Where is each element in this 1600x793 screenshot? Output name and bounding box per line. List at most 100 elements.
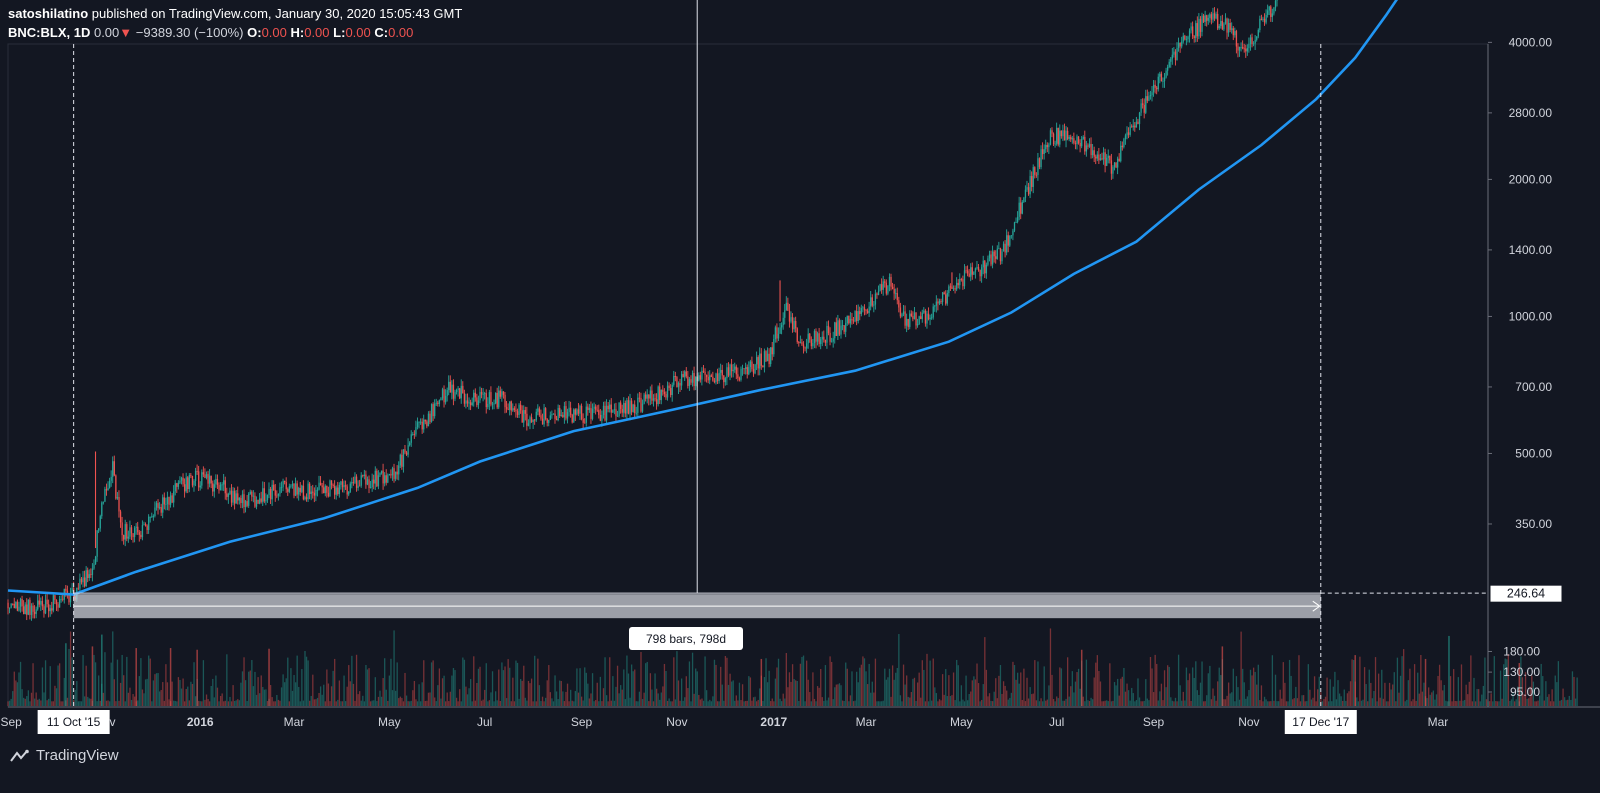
candle-body xyxy=(799,342,802,344)
volume-bar xyxy=(1363,667,1366,706)
candle-body xyxy=(1149,94,1152,97)
volume-bar xyxy=(1243,682,1245,706)
volume-bar xyxy=(104,652,106,706)
volume-bar xyxy=(1295,686,1297,706)
volume-bar xyxy=(704,656,706,706)
volume-bar xyxy=(459,689,461,706)
volume-bar xyxy=(412,690,414,706)
volume-bar xyxy=(1438,664,1441,706)
volume-bar xyxy=(596,682,598,706)
volume-bar xyxy=(240,682,242,706)
low-value: 0.00 xyxy=(345,25,371,40)
candle-body xyxy=(412,434,414,435)
volume-bar xyxy=(430,662,433,706)
candle-body xyxy=(218,485,220,491)
candle-body xyxy=(576,409,578,415)
volume-bar xyxy=(1140,701,1142,706)
candle-body xyxy=(319,482,322,486)
candle-body xyxy=(1041,149,1044,155)
candle-body xyxy=(834,322,836,339)
volume-bar xyxy=(1270,701,1272,706)
candle-body xyxy=(13,603,15,609)
candle-body xyxy=(1066,130,1069,139)
time-tick-label: May xyxy=(378,715,401,729)
candle-body xyxy=(929,317,931,320)
volume-bar xyxy=(1504,658,1506,706)
volume-bar xyxy=(871,681,873,706)
author-name[interactable]: satoshilatino xyxy=(8,6,89,21)
candle-body xyxy=(1188,30,1191,37)
price-axis[interactable]: 42500.0030000.0022000.0016000.0011000.00… xyxy=(1488,0,1563,699)
volume-bar xyxy=(823,700,825,706)
volume-bar xyxy=(788,672,791,706)
volume-bar xyxy=(893,679,895,706)
volume-bar xyxy=(188,700,190,706)
volume-bar xyxy=(21,689,23,706)
tradingview-watermark[interactable]: TradingView xyxy=(10,747,119,764)
volume-bar xyxy=(1488,701,1491,706)
volume-bar xyxy=(507,659,509,706)
candle-body xyxy=(640,398,642,412)
volume-bar xyxy=(801,656,803,706)
volume-bar xyxy=(938,699,941,706)
candle-body xyxy=(991,251,994,265)
volume-bar xyxy=(43,692,45,706)
symbol-legend: BNC:BLX, 1D 0.00▼ −9389.30 (−100%) O:0.0… xyxy=(8,25,413,41)
symbol-name[interactable]: BNC:BLX, 1D xyxy=(8,25,91,40)
candle-body xyxy=(451,384,453,393)
candle-body xyxy=(230,490,233,503)
volume-bar xyxy=(177,677,180,706)
candle-body xyxy=(957,282,959,286)
candle-body xyxy=(648,394,650,399)
volume-bar xyxy=(1562,688,1564,706)
candle-body xyxy=(1134,125,1136,128)
time-axis[interactable]: SepNov2016MarMayJulSepNov2017MarMayJulSe… xyxy=(0,710,1448,734)
volume-bar xyxy=(158,691,161,706)
volume-bar xyxy=(1357,701,1359,706)
candle-body xyxy=(585,406,587,423)
candle-body xyxy=(657,386,659,405)
candle-body xyxy=(779,327,781,334)
volume-bar xyxy=(1568,695,1570,706)
volume-bar xyxy=(193,662,195,706)
candle-body xyxy=(793,320,795,330)
volume-bar xyxy=(1245,698,1247,706)
volume-bar xyxy=(374,677,376,706)
volume-bar xyxy=(588,698,591,706)
candle-body xyxy=(1171,54,1174,59)
volume-bar xyxy=(926,653,928,706)
volume-bar xyxy=(887,677,889,706)
time-tick-label: 2017 xyxy=(760,715,787,729)
volume-bar xyxy=(429,692,431,706)
volume-bar xyxy=(401,697,403,706)
candle-body xyxy=(1220,20,1222,26)
candle-body xyxy=(1170,58,1172,62)
candle-body xyxy=(843,325,845,332)
volume-bar xyxy=(641,699,644,706)
candle-body xyxy=(807,333,809,344)
volume-bar xyxy=(213,697,215,706)
candle-body xyxy=(956,282,958,290)
candle-body xyxy=(484,393,486,395)
volume-bar xyxy=(673,657,675,706)
volume-bar xyxy=(1256,684,1258,706)
candle-body xyxy=(80,578,83,583)
volume-bar xyxy=(760,658,763,706)
candle-body xyxy=(626,400,628,414)
volume-bar xyxy=(785,653,787,706)
volume-bar xyxy=(602,688,605,706)
volume-bar xyxy=(948,675,950,706)
candle-body xyxy=(312,491,314,493)
volume-bar xyxy=(1395,701,1397,706)
volume-bar xyxy=(1004,685,1006,706)
volume-bar xyxy=(151,701,153,706)
candle-body xyxy=(906,318,908,326)
candle-body xyxy=(88,574,90,578)
time-tick-label: Sep xyxy=(1143,715,1165,729)
candle-body xyxy=(171,495,173,503)
candle-body xyxy=(826,325,828,343)
candle-body xyxy=(1263,18,1266,23)
candle-body xyxy=(954,288,956,290)
measure-tool[interactable]: 19517.87 (7913.51%) 1951787798 bars, 798… xyxy=(73,0,1488,707)
